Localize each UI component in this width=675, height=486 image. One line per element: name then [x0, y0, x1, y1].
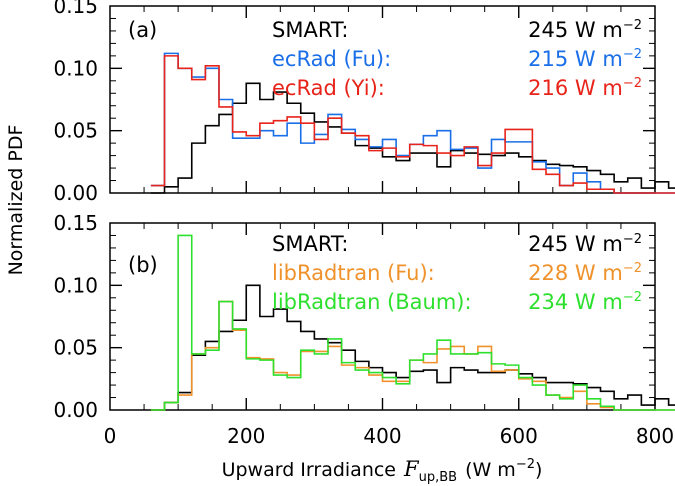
legend-name-ecrad-yi: ecRad (Yi):: [272, 76, 385, 100]
y-tick-label: 0.05: [53, 119, 98, 143]
series-libradtran-baum-b: [150, 234, 675, 411]
panel-a-y-ticks: 0.00 0.05 0.10 0.15: [53, 0, 655, 205]
series-smart-a: [150, 82, 675, 194]
legend-name-smart-a: SMART:: [272, 18, 348, 42]
y-axis-label: Normalized PDF: [5, 125, 27, 276]
panel-a-legend: SMART: 245 W m−2 ecRad (Fu): 215 W m−2 e…: [272, 18, 642, 100]
panel-a-label: (a): [128, 18, 157, 42]
panel-a: 0.00 0.05 0.10 0.15 (a) SMART: 245 W m−2 ec…: [53, 0, 675, 205]
y-tick-label: 0.10: [53, 273, 98, 297]
x-tick-label: 0: [104, 424, 117, 448]
y-tick-label: 0.10: [53, 56, 98, 80]
legend-name-ecrad-fu: ecRad (Fu):: [272, 47, 391, 71]
legend-value-ecrad-yi: 216 W m−2: [528, 76, 642, 100]
series-libradtran-fu-b: [150, 300, 675, 411]
series-smart-b: [150, 284, 675, 411]
panel-a-x-ticks: [143, 6, 622, 193]
panel-a-series: [150, 52, 675, 194]
legend-value-ecrad-fu: 215 W m−2: [528, 47, 642, 71]
x-tick-label: 800: [636, 424, 674, 448]
panel-b-series: [150, 234, 675, 411]
legend-value-libradtran-baum: 234 W m−2: [528, 290, 642, 314]
y-tick-label: 0.00: [53, 398, 98, 422]
x-axis-label: Upward Irradiance Fup,BB (W m−2): [222, 457, 543, 485]
y-tick-label: 0.15: [53, 0, 98, 18]
legend-name-libradtran-fu: libRadtran (Fu):: [272, 261, 435, 285]
x-tick-label: 600: [500, 424, 538, 448]
legend-name-libradtran-baum: libRadtran (Baum):: [272, 290, 472, 314]
x-tick-label: 400: [363, 424, 401, 448]
legend-value-smart-a: 245 W m−2: [528, 18, 642, 42]
legend-value-libradtran-fu: 228 W m−2: [528, 261, 642, 285]
legend-name-smart-b: SMART:: [272, 232, 348, 256]
y-tick-label: 0.05: [53, 336, 98, 360]
y-tick-label: 0.00: [53, 181, 98, 205]
panel-b: 0.00 0.05 0.10 0.15 (b) SMART: 245 W m−2 li…: [53, 211, 675, 422]
panel-b-legend: SMART: 245 W m−2 libRadtran (Fu): 228 W …: [272, 232, 642, 314]
x-tick-labels: 0 200 400 600 800: [104, 424, 674, 448]
panel-b-label: (b): [128, 253, 158, 277]
x-tick-label: 200: [227, 424, 265, 448]
series-ecrad-fu-a: [150, 52, 675, 194]
panel-b-y-ticks: 0.00 0.05 0.10 0.15: [53, 211, 655, 422]
panel-b-x-ticks: [143, 223, 622, 410]
y-tick-label: 0.15: [53, 211, 98, 235]
legend-value-smart-b: 245 W m−2: [528, 232, 642, 256]
series-ecrad-yi-a: [150, 55, 675, 194]
